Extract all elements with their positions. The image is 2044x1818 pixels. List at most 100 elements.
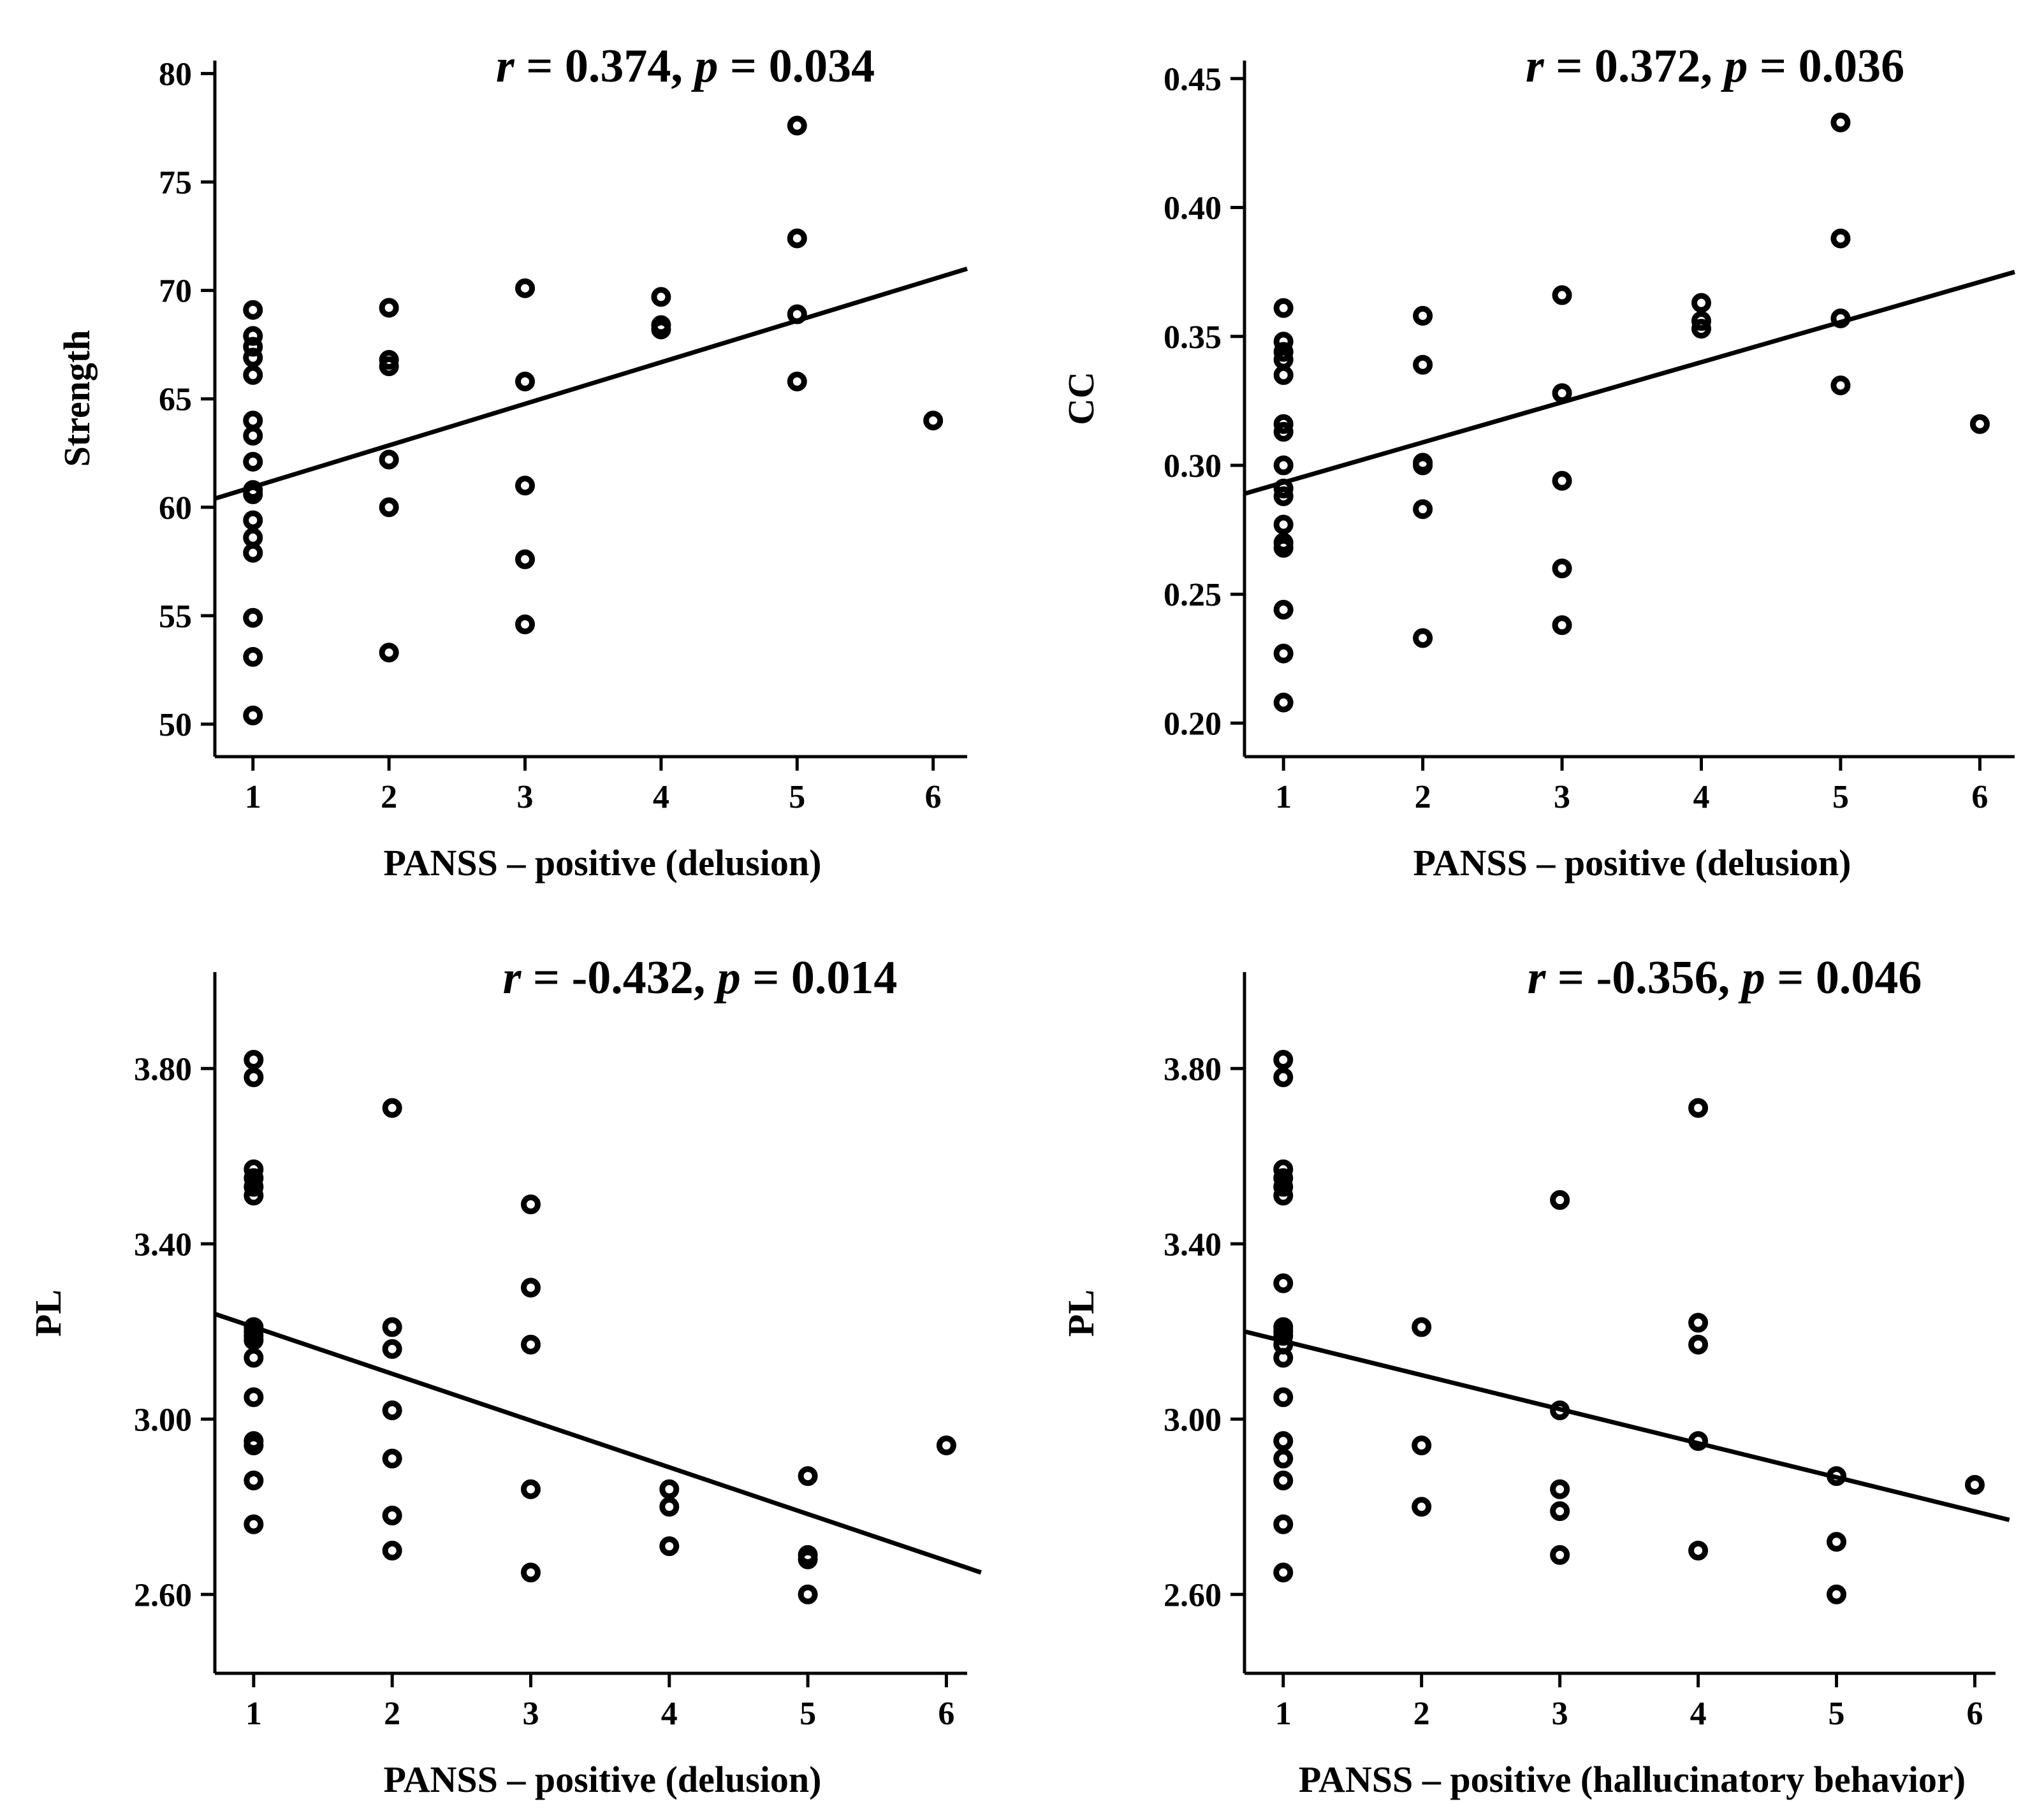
y-tick-label: 2.60 [134, 1577, 192, 1613]
data-point [787, 304, 807, 324]
data-point [244, 1348, 264, 1368]
data-point [379, 356, 399, 377]
data-point [659, 1497, 680, 1517]
x-tick-label: 5 [1832, 779, 1849, 815]
data-point [520, 1479, 541, 1499]
data-point [1830, 112, 1851, 133]
data-point [1412, 1436, 1432, 1455]
data-point [1273, 1177, 1294, 1197]
data-point [1688, 1098, 1709, 1118]
data-point [515, 278, 536, 298]
data-point [243, 451, 263, 472]
data-point [1273, 1387, 1294, 1407]
data-point [379, 449, 399, 470]
data-point [1273, 478, 1294, 498]
data-point [1550, 1545, 1570, 1565]
data-point [1413, 499, 1433, 520]
data-point [1830, 375, 1851, 396]
x-tick-label: 5 [1829, 1696, 1845, 1732]
data-point [651, 287, 671, 307]
regression-line [1244, 270, 2015, 496]
regression-line [1244, 1329, 2010, 1522]
x-tick-label: 4 [653, 779, 669, 815]
y-tick-label: 3.80 [1164, 1051, 1222, 1087]
data-point [1273, 1562, 1294, 1583]
data-point [515, 549, 536, 569]
data-point [659, 1479, 680, 1499]
data-point [379, 643, 399, 663]
data-point [382, 1098, 402, 1118]
data-point [1273, 365, 1294, 385]
data-point [1552, 383, 1572, 404]
y-tick-label: 60 [159, 490, 192, 527]
data-point [798, 1584, 818, 1604]
data-point [1413, 354, 1433, 375]
correlation-annotation: r = -0.356, p = 0.046 [1528, 952, 1922, 1004]
x-tick-label: 5 [799, 1696, 816, 1732]
x-tick-label: 3 [522, 1696, 539, 1732]
data-point [1273, 1159, 1294, 1179]
data-point [243, 510, 263, 530]
data-point [243, 365, 263, 385]
regression-line [214, 266, 968, 501]
data-point [1273, 421, 1294, 442]
y-tick-label: 0.25 [1164, 577, 1222, 613]
data-point [382, 1448, 402, 1469]
x-tick-label: 2 [384, 1696, 400, 1732]
data-point [244, 1471, 264, 1490]
x-tick-label: 3 [1552, 1696, 1568, 1732]
correlation-annotation: r = -0.432, p = 0.014 [503, 952, 898, 1004]
data-point [1273, 1273, 1294, 1293]
data-points [244, 1050, 956, 1604]
data-point [1273, 331, 1294, 352]
regression-line [214, 1311, 982, 1575]
data-point [1691, 293, 1711, 313]
data-point [1273, 1448, 1294, 1469]
data-point [1413, 305, 1433, 326]
x-tick-label: 1 [1275, 779, 1292, 815]
x-tick-label: 2 [1413, 1696, 1430, 1732]
y-tick-label: 0.30 [1164, 448, 1222, 484]
y-tick-label: 0.40 [1164, 191, 1222, 227]
data-point [243, 484, 263, 504]
data-point [1273, 1348, 1294, 1368]
data-point [382, 1317, 402, 1337]
y-tick-label: 55 [159, 599, 192, 635]
y-ticks: 0.20 0.25 0.30 0.35 0.40 0.45 [1164, 61, 1245, 742]
x-ticks: 1 2 3 4 5 6 [245, 757, 942, 815]
data-point [659, 1536, 680, 1557]
data-point [243, 527, 263, 548]
y-tick-label: 75 [159, 165, 192, 201]
x-tick-label: 1 [1275, 1696, 1292, 1732]
y-axis-label: PL [27, 1290, 69, 1337]
data-point [1827, 1584, 1847, 1604]
data-point [244, 1177, 264, 1197]
data-point [1550, 1190, 1570, 1210]
y-tick-label: 2.60 [1164, 1577, 1222, 1613]
data-point [520, 1562, 541, 1583]
y-tick-label: 80 [159, 56, 192, 92]
y-tick-label: 3.80 [134, 1051, 192, 1087]
x-tick-label: 6 [925, 779, 942, 815]
data-point [243, 300, 263, 320]
data-point [243, 607, 263, 628]
data-point [515, 476, 536, 496]
data-point [1830, 228, 1851, 249]
data-point [382, 1400, 402, 1420]
x-tick-label: 4 [661, 1696, 678, 1732]
data-point [515, 371, 536, 391]
data-point [1273, 643, 1294, 664]
data-point [1413, 628, 1433, 648]
x-tick-label: 6 [1966, 1696, 1983, 1732]
data-point [515, 614, 536, 634]
data-point [1969, 414, 1990, 434]
data-point [520, 1194, 541, 1214]
data-point [243, 647, 263, 667]
data-point [787, 228, 807, 249]
panel-pl-hallucinatory: r = -0.356, p = 0.046 2.60 3.00 3.40 3.80 1… [1060, 952, 2010, 1800]
data-point [1273, 298, 1294, 318]
data-point [651, 319, 671, 340]
data-point [1552, 285, 1572, 305]
data-point [1273, 1168, 1294, 1188]
